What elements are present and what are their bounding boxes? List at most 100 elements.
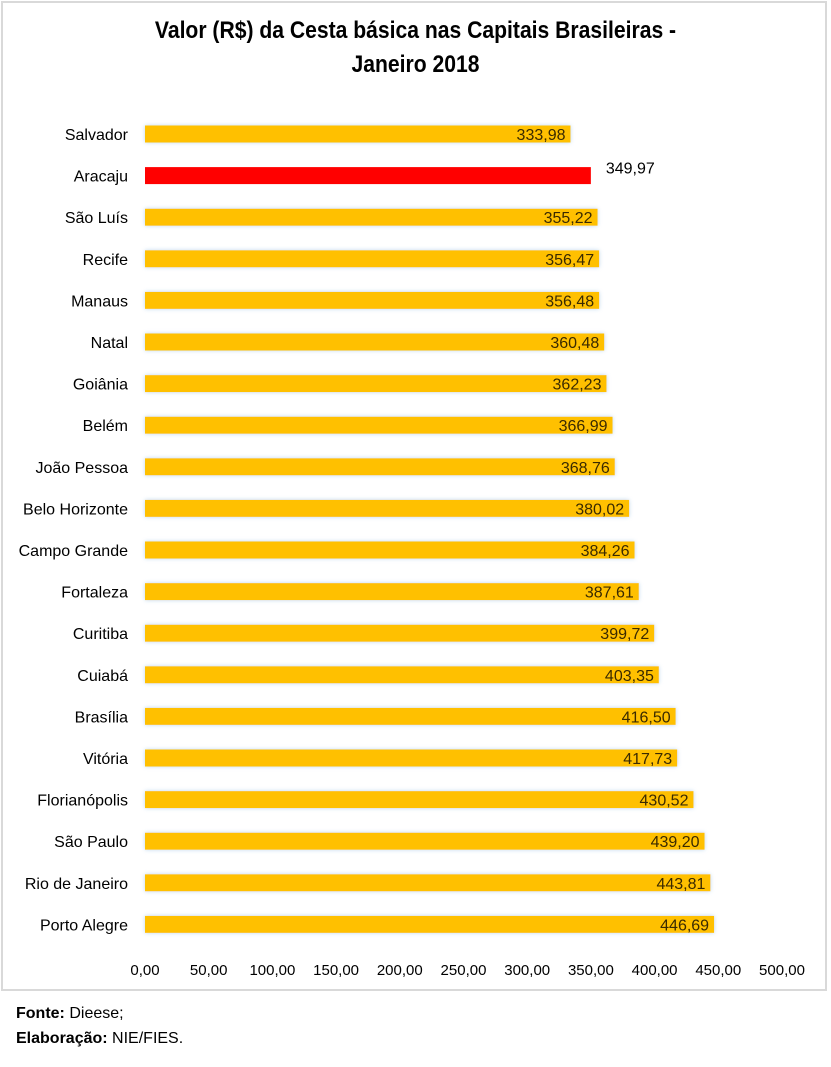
value-label: 443,81 [656, 876, 705, 893]
bar-row: Goiânia 362,23 [73, 375, 607, 394]
category-label: Vitória [83, 751, 128, 768]
value-label: 366,99 [559, 418, 608, 435]
bar [145, 499, 630, 517]
bar-row: João Pessoa 368,76 [35, 458, 615, 477]
value-label: 384,26 [581, 543, 630, 560]
credit-label: Elaboração: [16, 1030, 108, 1047]
x-tick-label: 100,00 [249, 962, 295, 979]
bar [145, 874, 711, 892]
bar [145, 666, 659, 684]
value-label: 380,02 [575, 501, 624, 518]
bar-row: Salvador 333,98 [65, 125, 571, 144]
category-label: Natal [91, 335, 128, 352]
bar-row: Cuiabá 403,35 [77, 666, 659, 685]
value-label: 399,72 [600, 626, 649, 643]
bar-row: Manaus 356,48 [71, 291, 600, 310]
bar [145, 583, 639, 601]
bar-row: Vitória 417,73 [83, 749, 678, 768]
bars-group: Salvador 333,98 Aracaju 349,97 São Luís 355,2… [19, 125, 715, 934]
bar-row: Belém 366,99 [83, 416, 613, 435]
category-label: Cuiabá [77, 668, 128, 685]
bar [145, 707, 676, 725]
value-label: 333,98 [517, 127, 566, 144]
category-label: Recife [83, 252, 128, 269]
value-label: 362,23 [553, 377, 602, 394]
category-label: Goiânia [73, 377, 128, 394]
chart-title-line-2: Janeiro 2018 [351, 51, 480, 78]
bar-row: Rio de Janeiro 443,81 [25, 874, 711, 893]
credit-value: NIE/FIES. [112, 1030, 184, 1047]
bar-row: Curitiba 399,72 [73, 624, 655, 643]
bar [145, 416, 613, 434]
x-tick-label: 150,00 [313, 962, 359, 979]
value-label: 417,73 [623, 751, 672, 768]
value-label: 446,69 [660, 917, 709, 934]
category-label: Belém [83, 418, 128, 435]
category-label: Campo Grande [19, 543, 128, 560]
bar [145, 208, 598, 226]
bar [145, 624, 655, 642]
x-axis-ticks: 0,00 50,00 100,00 150,00 200,00 250,00 300,00 3… [130, 962, 805, 979]
x-tick-label: 450,00 [695, 962, 741, 979]
value-label: 387,61 [585, 585, 634, 602]
bar [145, 541, 635, 559]
bar-row: Florianópolis 430,52 [37, 791, 694, 810]
bar [145, 832, 705, 850]
x-tick-label: 50,00 [190, 962, 228, 979]
bar [145, 749, 678, 767]
value-label: 439,20 [651, 834, 700, 851]
x-tick-label: 300,00 [504, 962, 550, 979]
chart-footer: Fonte: Dieese; Elaboração: NIE/FIES. [16, 1001, 183, 1051]
category-label: Brasília [75, 709, 128, 726]
x-tick-label: 350,00 [568, 962, 614, 979]
value-label: 355,22 [544, 210, 593, 227]
x-tick-label: 250,00 [441, 962, 487, 979]
bar [145, 125, 571, 143]
category-label: Belo Horizonte [23, 501, 128, 518]
bar-row: Fortaleza 387,61 [61, 583, 639, 602]
chart-title: Valor (R$) da Cesta básica nas Capitais … [50, 14, 781, 82]
source-value: Dieese; [69, 1005, 124, 1022]
category-label: Aracaju [74, 169, 128, 186]
category-label: Salvador [65, 127, 129, 144]
bar-row: São Luís 355,22 [65, 208, 598, 227]
bar-row: Aracaju 349,97 [74, 161, 655, 186]
bar [145, 250, 600, 268]
bar [145, 915, 715, 933]
bar [145, 791, 694, 809]
bar [145, 458, 615, 476]
bar [145, 333, 605, 351]
x-tick-label: 500,00 [759, 962, 805, 979]
value-label: 360,48 [550, 335, 599, 352]
x-tick-label: 200,00 [377, 962, 423, 979]
bar [145, 291, 600, 309]
category-label: Porto Alegre [40, 917, 128, 934]
category-label: São Luís [65, 210, 128, 227]
bar-row: Porto Alegre 446,69 [40, 915, 715, 934]
credit-line: Elaboração: NIE/FIES. [16, 1026, 183, 1051]
category-label: Rio de Janeiro [25, 876, 128, 893]
bar-row: Campo Grande 384,26 [19, 541, 635, 560]
source-line: Fonte: Dieese; [16, 1001, 183, 1026]
category-label: João Pessoa [35, 460, 128, 477]
bar-chart: Salvador 333,98 Aracaju 349,97 São Luís 355,2… [19, 125, 805, 979]
category-label: São Paulo [54, 834, 128, 851]
bar-row: Belo Horizonte 380,02 [23, 499, 630, 518]
bar-row: Natal 360,48 [91, 333, 605, 352]
value-label: 430,52 [640, 793, 689, 810]
chart-title-line-1: Valor (R$) da Cesta básica nas Capitais … [154, 17, 677, 44]
value-label: 349,97 [606, 161, 655, 178]
value-label: 368,76 [561, 460, 610, 477]
value-label: 416,50 [622, 709, 671, 726]
value-label: 403,35 [605, 668, 654, 685]
bar-row: Recife 356,47 [83, 250, 600, 269]
bar-highlight [145, 167, 591, 185]
category-label: Curitiba [73, 626, 128, 643]
chart-frame [1, 1, 827, 991]
value-label: 356,48 [545, 293, 594, 310]
x-tick-label: 400,00 [632, 962, 678, 979]
bar-row: São Paulo 439,20 [54, 832, 705, 851]
value-label: 356,47 [545, 252, 594, 269]
bar-row: Brasília 416,50 [75, 707, 676, 726]
bar [145, 375, 607, 393]
